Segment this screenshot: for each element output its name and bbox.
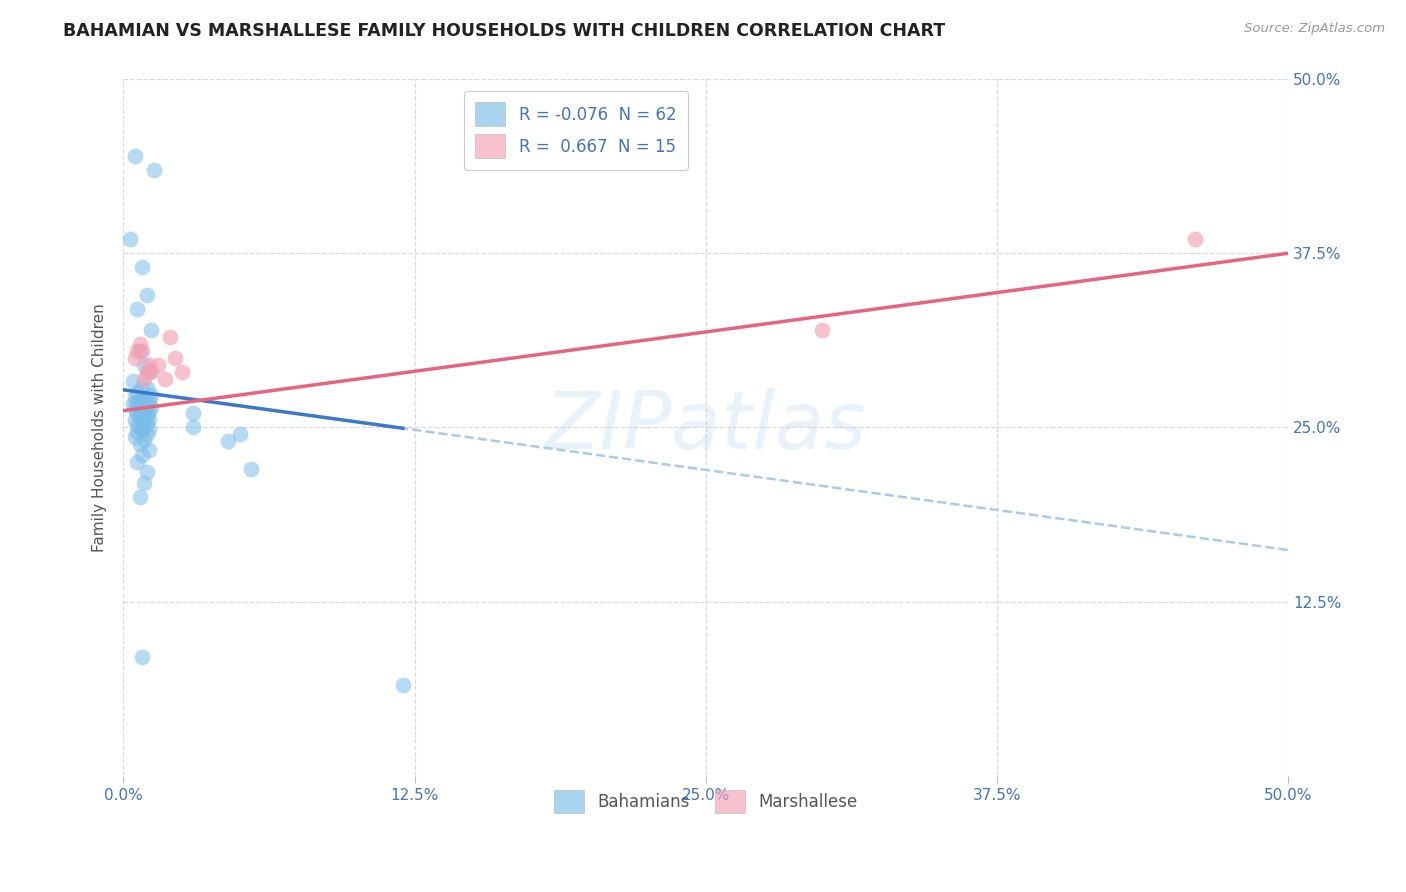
Point [148, 358, 170, 372]
Point [127, 455, 149, 469]
Point [135, 381, 157, 395]
Point [120, 232, 142, 246]
Text: Source: ZipAtlas.com: Source: ZipAtlas.com [1244, 22, 1385, 36]
Point [131, 393, 153, 408]
Point [131, 415, 153, 429]
Point [131, 448, 153, 462]
Point [141, 365, 163, 379]
Point [134, 391, 156, 405]
Point [141, 388, 163, 402]
Point [138, 358, 160, 372]
Point [124, 402, 146, 417]
Point [134, 410, 156, 425]
Point [124, 148, 146, 162]
Point [135, 416, 157, 430]
Point [127, 343, 149, 358]
Point [131, 650, 153, 665]
Point [124, 430, 146, 444]
Point [121, 375, 143, 389]
Point [142, 162, 165, 177]
Point [138, 422, 160, 436]
Point [135, 288, 157, 302]
Point [128, 490, 150, 504]
Point [240, 462, 263, 476]
Y-axis label: Family Households with Children: Family Households with Children [93, 303, 107, 552]
Point [127, 417, 149, 432]
Point [134, 476, 156, 491]
Point [138, 442, 160, 457]
Point [128, 336, 150, 351]
Point [141, 400, 163, 414]
Point [138, 412, 160, 426]
Point [170, 365, 193, 379]
Point [141, 323, 163, 337]
Point [392, 678, 415, 692]
Point [124, 390, 146, 404]
Point [135, 465, 157, 479]
Point [127, 301, 149, 316]
Point [134, 358, 156, 372]
Text: BAHAMIAN VS MARSHALLESE FAMILY HOUSEHOLDS WITH CHILDREN CORRELATION CHART: BAHAMIAN VS MARSHALLESE FAMILY HOUSEHOLD… [63, 22, 945, 40]
Point [124, 413, 146, 427]
Point [128, 409, 150, 424]
Point [135, 395, 157, 409]
Point [128, 437, 150, 451]
Point [128, 343, 150, 358]
Point [229, 427, 252, 442]
Point [135, 405, 157, 419]
Point [131, 407, 153, 421]
Point [134, 401, 156, 415]
Point [121, 397, 143, 411]
Point [138, 392, 160, 407]
Point [811, 323, 834, 337]
Point [131, 378, 153, 392]
Point [127, 395, 149, 409]
Point [134, 419, 156, 434]
Point [127, 385, 149, 400]
Point [124, 351, 146, 365]
Point [127, 425, 149, 439]
Point [131, 260, 153, 274]
Point [1184, 232, 1206, 246]
Point [127, 407, 149, 421]
Point [155, 371, 177, 385]
Point [134, 371, 156, 385]
Point [131, 423, 153, 437]
Point [159, 330, 181, 344]
Point [135, 408, 157, 422]
Point [163, 351, 186, 365]
Point [131, 343, 153, 358]
Point [131, 398, 153, 412]
Point [181, 407, 204, 421]
Point [181, 420, 204, 434]
Point [217, 434, 239, 449]
Point [135, 365, 157, 379]
Point [138, 365, 160, 379]
Legend: Bahamians, Marshallese: Bahamians, Marshallese [547, 783, 865, 820]
Point [134, 433, 156, 447]
Point [138, 403, 160, 417]
Text: ZIPatlas: ZIPatlas [544, 388, 868, 467]
Point [128, 392, 150, 407]
Point [128, 400, 150, 414]
Point [135, 427, 157, 442]
Point [128, 420, 150, 434]
